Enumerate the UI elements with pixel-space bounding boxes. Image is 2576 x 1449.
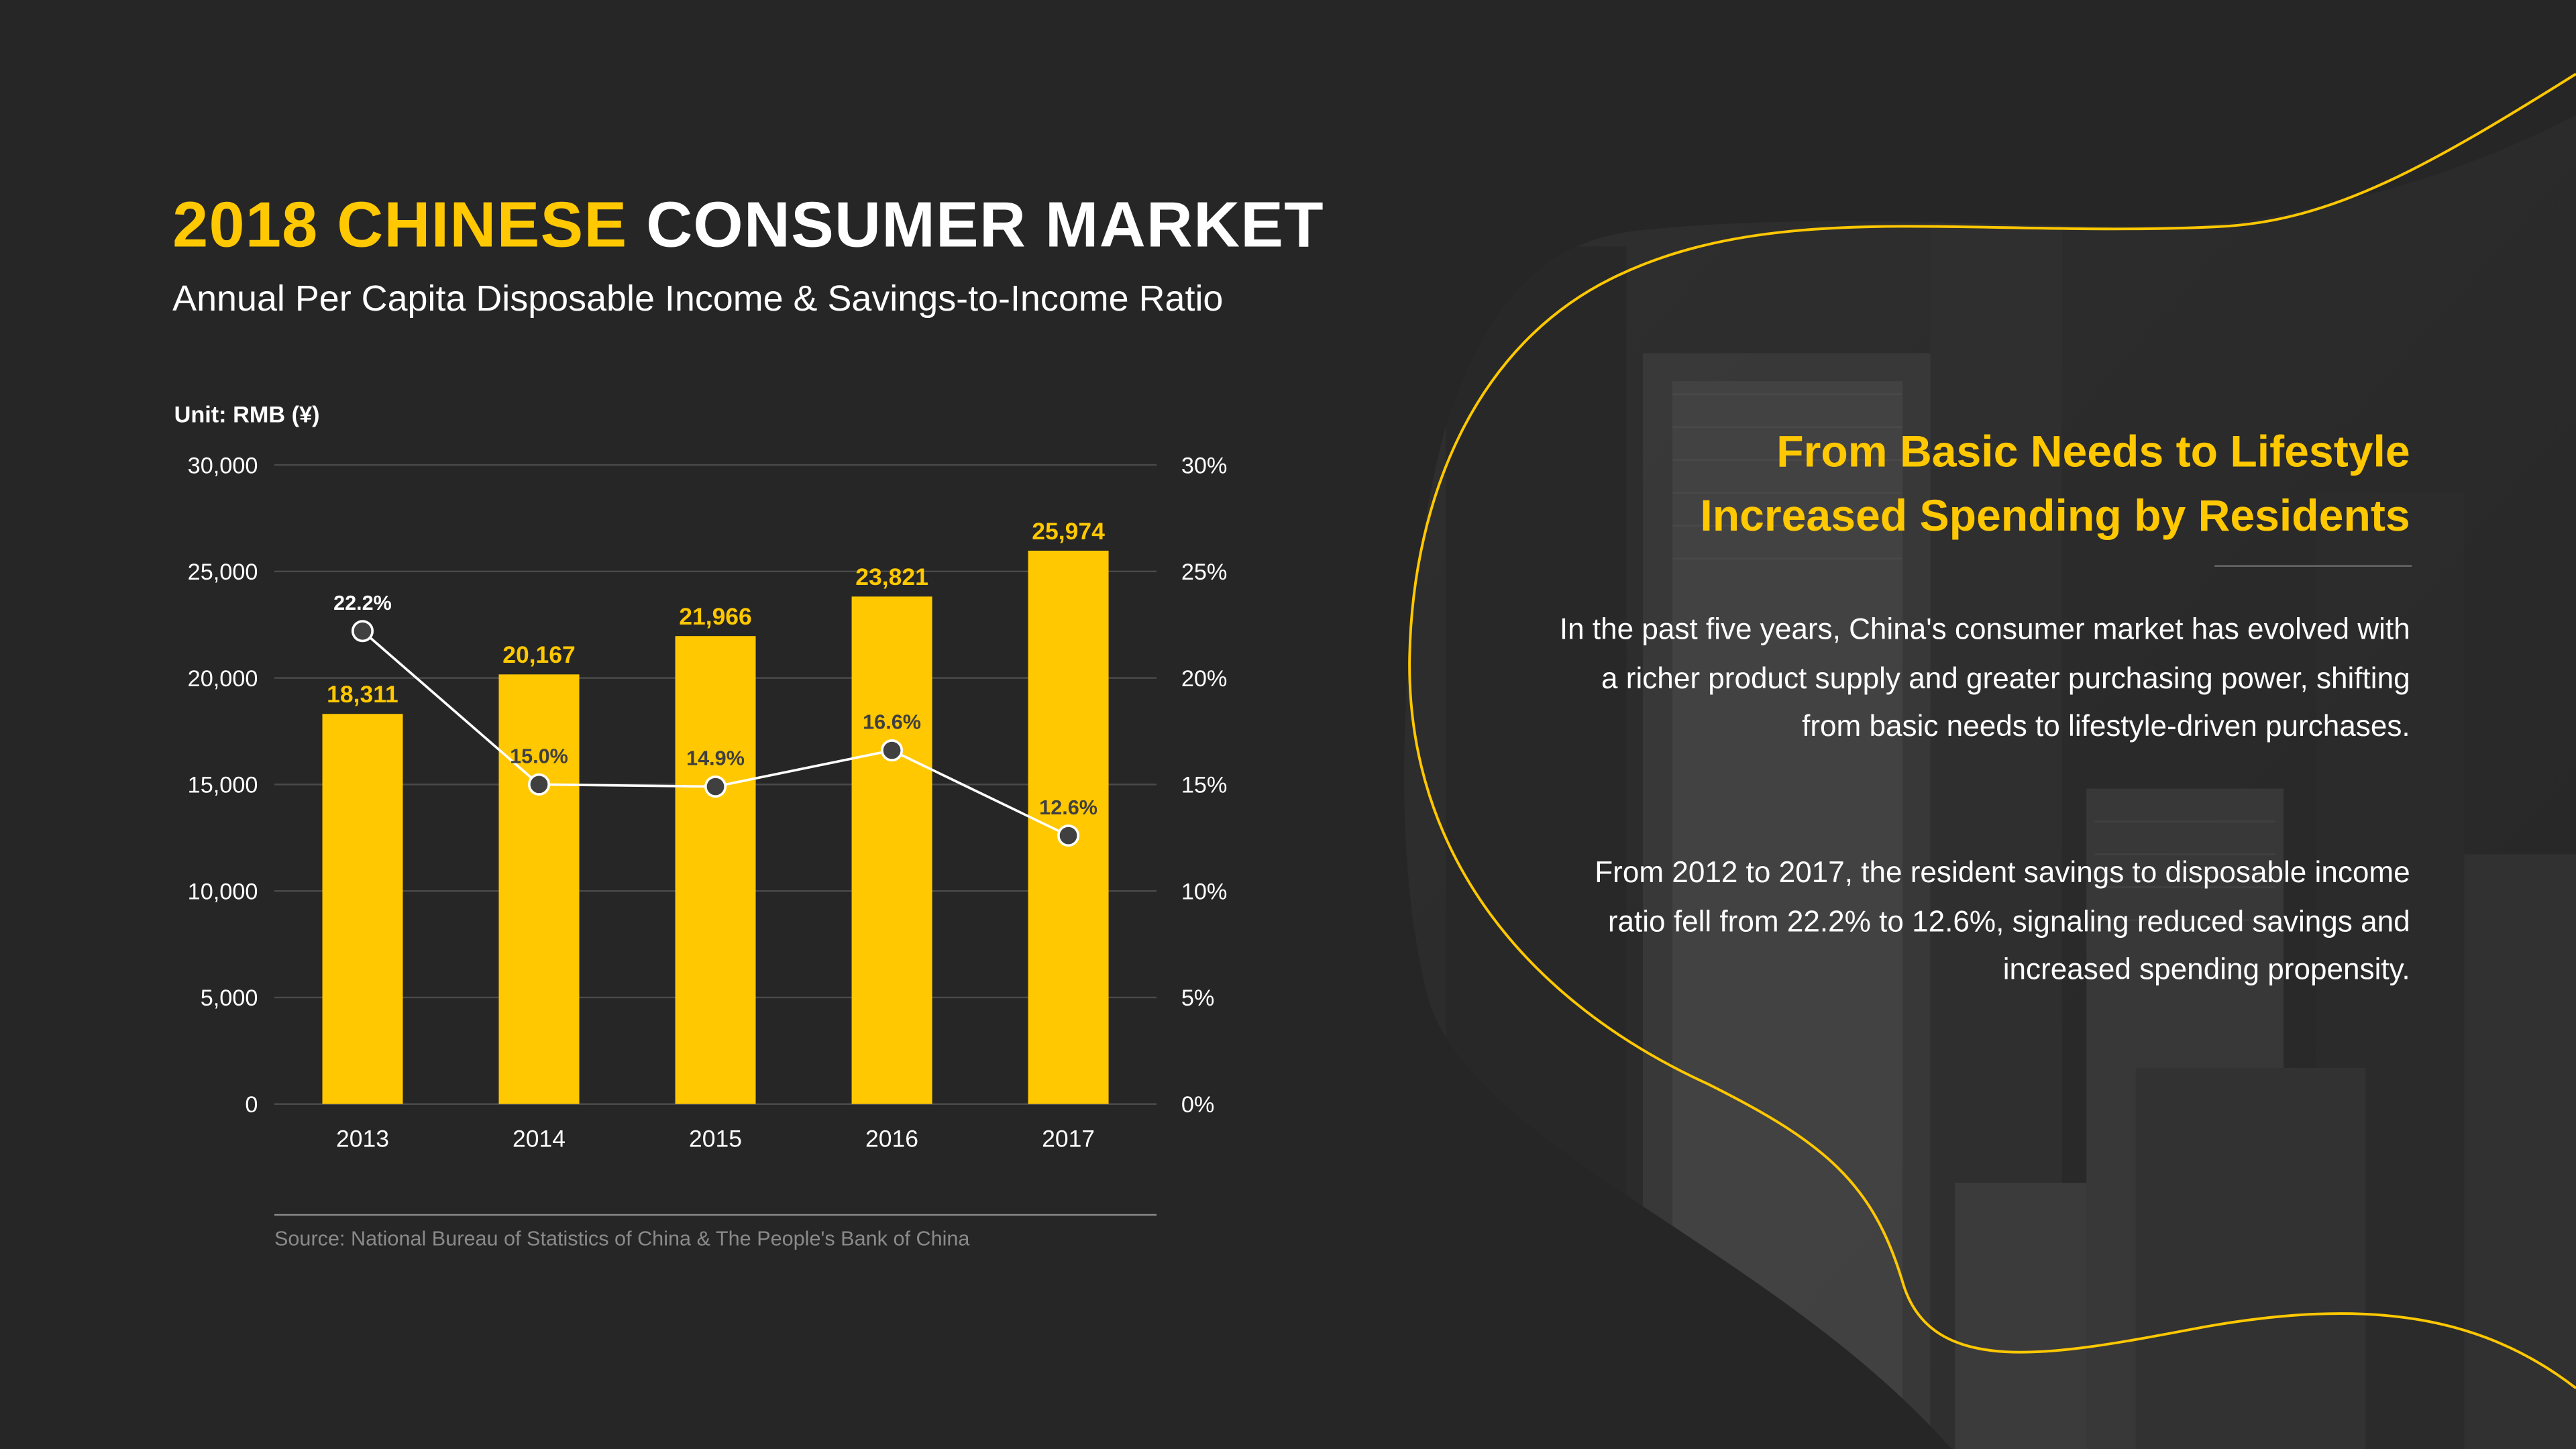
decorative-curve — [1408, 72, 2576, 1389]
bar — [322, 714, 403, 1104]
x-tick-label: 2013 — [336, 1125, 389, 1152]
y-tick-label: 0 — [245, 1092, 258, 1118]
bar — [851, 596, 932, 1104]
panel-heading: From Basic Needs to Lifestyle Increased … — [1700, 421, 2410, 549]
line-value-label: 14.9% — [686, 747, 745, 770]
ratio-line-series: 22.2% 15.0% 14.9% 16.6% 12.6% — [333, 592, 1097, 847]
y-tick-label: 10,000 — [188, 879, 258, 904]
y2-tick-label: 0% — [1181, 1092, 1215, 1118]
bar-value-label: 18,311 — [327, 681, 398, 708]
x-tick-label: 2016 — [865, 1125, 918, 1152]
bar-series — [322, 550, 1109, 1104]
panel-paragraph-1: In the past five years, China's consumer… — [1559, 612, 2410, 743]
line-point — [881, 739, 904, 762]
panel-paragraph-2: From 2012 to 2017, the resident savings … — [1595, 855, 2410, 986]
line-point — [704, 775, 727, 798]
panel-heading-line2: Increased Spending by Residents — [1700, 491, 2410, 541]
y2-tick-label: 10% — [1181, 879, 1228, 904]
x-tick-label: 2014 — [513, 1125, 566, 1152]
line-value-label: 15.0% — [510, 745, 568, 768]
panel-divider — [2214, 565, 2412, 567]
title-rest: CONSUMER MARKET — [627, 191, 1324, 262]
line-point — [1057, 824, 1080, 847]
y2-tick-label: 25% — [1181, 559, 1228, 585]
right-axis: 0% 5% 10% 15% 20% 25% 30% — [1181, 453, 1228, 1118]
bar-value-label: 20,167 — [502, 641, 576, 668]
bar-value-label: 25,974 — [1032, 518, 1105, 545]
left-axis: 0 5,000 10,000 15,000 20,000 25,000 30,000 — [188, 453, 258, 1118]
title-highlight: 2018 CHINESE — [172, 191, 628, 262]
line-value-label: 12.6% — [1039, 796, 1097, 819]
bar-labels: 18,311 20,167 21,966 23,821 25,974 — [327, 518, 1105, 708]
line-point — [527, 773, 551, 796]
y-tick-label: 30,000 — [188, 453, 258, 478]
bar-value-label: 21,966 — [679, 603, 752, 630]
panel-heading-line1: From Basic Needs to Lifestyle — [1776, 427, 2410, 477]
line-value-label: 16.6% — [863, 711, 921, 734]
y2-tick-label: 15% — [1181, 773, 1228, 798]
source-divider — [274, 1214, 1157, 1216]
y2-tick-label: 20% — [1181, 666, 1228, 692]
page-title: 2018 CHINESE CONSUMER MARKET — [172, 187, 1324, 266]
x-tick-label: 2015 — [689, 1125, 742, 1152]
line-value-label: 22.2% — [333, 592, 392, 614]
source-note: Source: National Bureau of Statistics of… — [274, 1227, 970, 1250]
bar — [675, 636, 756, 1104]
line-point — [351, 620, 374, 643]
x-axis: 2013 2014 2015 2016 2017 — [336, 1125, 1095, 1152]
bar-value-label: 23,821 — [855, 564, 928, 590]
unit-label: Unit: RMB (¥) — [174, 402, 320, 427]
x-tick-label: 2017 — [1042, 1125, 1095, 1152]
y-tick-label: 5,000 — [201, 985, 258, 1011]
city-buildings — [1446, 197, 2576, 1449]
y2-tick-label: 5% — [1181, 985, 1215, 1011]
y2-tick-label: 30% — [1181, 453, 1228, 478]
y-tick-label: 20,000 — [188, 666, 258, 692]
y-tick-label: 25,000 — [188, 559, 258, 585]
y-tick-label: 15,000 — [188, 773, 258, 798]
bar — [498, 674, 580, 1104]
page-subtitle: Annual Per Capita Disposable Income & Sa… — [172, 277, 1224, 319]
